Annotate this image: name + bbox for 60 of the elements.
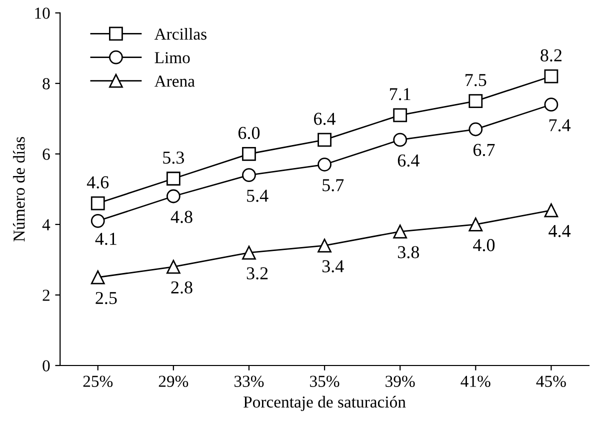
data-label: 6.4	[314, 112, 336, 125]
x-tick-label: 45%	[536, 376, 566, 388]
point	[90, 196, 105, 210]
point	[242, 246, 256, 260]
point	[468, 94, 483, 108]
data-label: 5.7	[322, 179, 344, 192]
point	[166, 189, 180, 204]
point	[393, 132, 408, 147]
point	[166, 172, 180, 186]
point	[393, 224, 408, 238]
data-label: 5.4	[247, 190, 268, 202]
data-label: 3.8	[398, 246, 420, 258]
data-label: 5.3	[163, 152, 184, 164]
point	[166, 260, 180, 274]
data-label: 7.1	[390, 88, 410, 100]
data-label: 8.2	[540, 49, 562, 62]
data-label: 3.2	[246, 267, 268, 280]
y-tick-label: 8	[42, 78, 50, 90]
point	[468, 122, 483, 136]
data-label: 4.4	[548, 225, 571, 238]
legend-label: Arena	[154, 76, 195, 87]
x-tick-label: 39%	[386, 376, 415, 388]
data-label: 2.8	[171, 281, 192, 294]
y-tick-label: 4	[42, 219, 50, 230]
x-tick-label: 25%	[83, 376, 113, 388]
data-label: 6.7	[473, 144, 495, 156]
y-tick-label: 6	[42, 148, 50, 160]
data-label: 6.0	[238, 126, 260, 140]
point	[468, 218, 483, 232]
data-label: 7.4	[549, 119, 571, 132]
point	[242, 168, 256, 182]
point	[544, 98, 558, 112]
point	[544, 69, 558, 84]
data-label: 2.5	[96, 292, 117, 304]
data-label: 4.8	[170, 210, 192, 224]
point	[242, 146, 256, 161]
x-tick-label: 29%	[158, 376, 188, 388]
y-tick-label: 2	[42, 290, 50, 301]
data-label: 4.1	[95, 232, 116, 245]
legend-label: Arcillas	[154, 28, 206, 40]
point	[90, 270, 105, 284]
x-tick-label: 35%	[310, 376, 340, 388]
y-tick-label: 0	[42, 360, 50, 372]
point	[544, 203, 558, 218]
y-axis-title: Número de días	[13, 137, 25, 242]
data-label: 4.6	[86, 176, 109, 188]
point	[318, 238, 332, 253]
x-tick-label: 33%	[234, 376, 264, 388]
data-label: 6.4	[398, 154, 420, 167]
data-label: 7.5	[466, 74, 486, 86]
point	[393, 108, 408, 122]
y-tick-label: 10	[35, 8, 50, 19]
data-label: 3.4	[322, 260, 344, 272]
point	[318, 158, 332, 172]
legend-label: Limo	[154, 52, 190, 64]
data-label: 4.0	[473, 239, 495, 252]
x-axis-title: Porcentaje de saturación	[244, 396, 406, 412]
x-tick-label: 41%	[460, 376, 490, 388]
point	[90, 214, 105, 228]
point	[318, 132, 332, 147]
